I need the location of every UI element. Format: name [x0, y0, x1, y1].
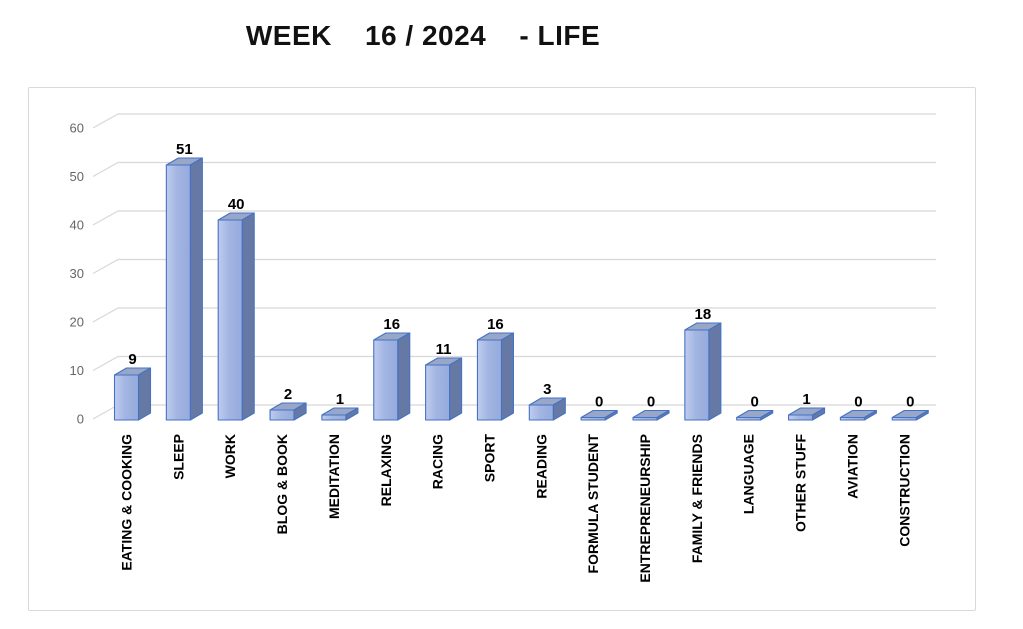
- bar-group: 9 EATING & COOKING: [113, 351, 152, 571]
- category-label: WORK: [222, 434, 238, 478]
- bar-group: 40 WORK: [217, 196, 255, 478]
- bar-value-label: 1: [802, 391, 810, 408]
- category-label: READING: [533, 434, 549, 499]
- bar-value-label: 0: [906, 394, 914, 411]
- category-label: OTHER STUFF: [793, 434, 809, 532]
- y-tick-label: 60: [70, 121, 84, 136]
- category-label: RACING: [430, 434, 446, 489]
- bar-value-label: 0: [647, 394, 655, 411]
- bar-group: 3 READING: [528, 381, 566, 499]
- gridline: [92, 258, 936, 275]
- bar-group: 1 MEDITATION: [321, 391, 359, 519]
- bar-value-label: 3: [543, 381, 551, 398]
- bar-group: 1 OTHER STUFF: [787, 391, 826, 532]
- bar-front-face: [373, 339, 399, 421]
- category-label: LANGUAGE: [741, 434, 757, 514]
- bar-group: 2 BLOG & BOOK: [269, 386, 307, 534]
- bar-side-face: [137, 367, 152, 421]
- bar-group: 0 CONSTRUCTION: [891, 394, 929, 547]
- bar-front-face: [632, 416, 658, 421]
- bar-group: 0 LANGUAGE: [736, 394, 774, 514]
- category-label: MEDITATION: [326, 434, 342, 519]
- gridline: [92, 355, 936, 372]
- category-label: RELAXING: [378, 434, 394, 506]
- bar-group: 51 SLEEP: [165, 141, 203, 480]
- bar-front-face: [165, 164, 191, 421]
- bar-side-face: [397, 332, 411, 421]
- bar-front-face: [580, 416, 606, 421]
- bar-value-label: 2: [284, 386, 292, 403]
- bar-front-face: [269, 409, 295, 421]
- bar-front-face: [891, 416, 917, 421]
- bar-value-label: 9: [128, 351, 136, 368]
- category-label: FORMULA STUDENT: [585, 434, 601, 574]
- gridline: [92, 161, 936, 178]
- y-tick-label: 30: [70, 266, 84, 281]
- category-label: BLOG & BOOK: [274, 434, 290, 534]
- bar-value-label: 51: [176, 141, 193, 158]
- bar-series: 9 EATING & COOKING 51 SLEEP 40 WORK 2 BLOG & BO…: [113, 141, 929, 583]
- bar-front-face: [787, 414, 814, 421]
- category-label: CONSTRUCTION: [896, 434, 912, 547]
- y-tick-label: 20: [70, 315, 84, 330]
- y-tick-label: 50: [70, 169, 84, 184]
- category-label: SPORT: [481, 434, 497, 483]
- bar-front-face: [736, 416, 762, 421]
- bar-front-face: [528, 404, 554, 421]
- bar-side-face: [449, 357, 463, 421]
- bar-value-label: 0: [595, 394, 603, 411]
- bar-group: 16 RELAXING: [373, 316, 411, 506]
- bar-value-label: 40: [228, 196, 245, 213]
- gridline: [92, 113, 936, 129]
- y-tick-label: 0: [77, 412, 84, 427]
- chart-title: WEEK 16 / 2024 - LIFE: [245, 20, 601, 51]
- bar-side-face: [241, 212, 255, 421]
- bar-front-face: [476, 339, 503, 421]
- bar-front-face: [321, 414, 347, 421]
- bar-value-label: 0: [854, 394, 862, 411]
- category-label: FAMILY & FRIENDS: [689, 434, 705, 563]
- bar-value-label: 1: [336, 391, 344, 408]
- bar-value-label: 16: [383, 316, 400, 333]
- bar-side-face: [500, 332, 515, 421]
- bar-side-face: [708, 322, 722, 421]
- bar-group: 18 FAMILY & FRIENDS: [684, 306, 722, 563]
- bar-group: 11 RACING: [425, 341, 463, 489]
- bar-value-label: 16: [487, 316, 504, 333]
- category-label: SLEEP: [170, 434, 186, 480]
- bar-value-label: 18: [695, 306, 712, 323]
- bar-side-face: [189, 157, 203, 421]
- bar-front-face: [425, 364, 451, 421]
- bar-front-face: [113, 374, 140, 421]
- bar-group: 16 SPORT: [476, 316, 515, 483]
- bar-front-face: [839, 416, 865, 421]
- bar-value-label: 0: [751, 394, 759, 411]
- y-tick-label: 10: [70, 363, 84, 378]
- bar-front-face: [684, 329, 710, 421]
- gridline: [92, 210, 936, 226]
- bar-front-face: [217, 219, 243, 421]
- bar-value-label: 11: [436, 341, 452, 358]
- category-label: EATING & COOKING: [119, 434, 135, 571]
- category-label: AVIATION: [844, 434, 860, 499]
- bar-group: 0 FORMULA STUDENT: [580, 394, 618, 574]
- gridline: [92, 307, 936, 323]
- y-tick-label: 40: [70, 218, 84, 233]
- bar-group: 0 ENTREPRENEURSHIP: [632, 394, 670, 583]
- bar-group: 0 AVIATION: [839, 394, 877, 499]
- category-label: ENTREPRENEURSHIP: [637, 434, 653, 583]
